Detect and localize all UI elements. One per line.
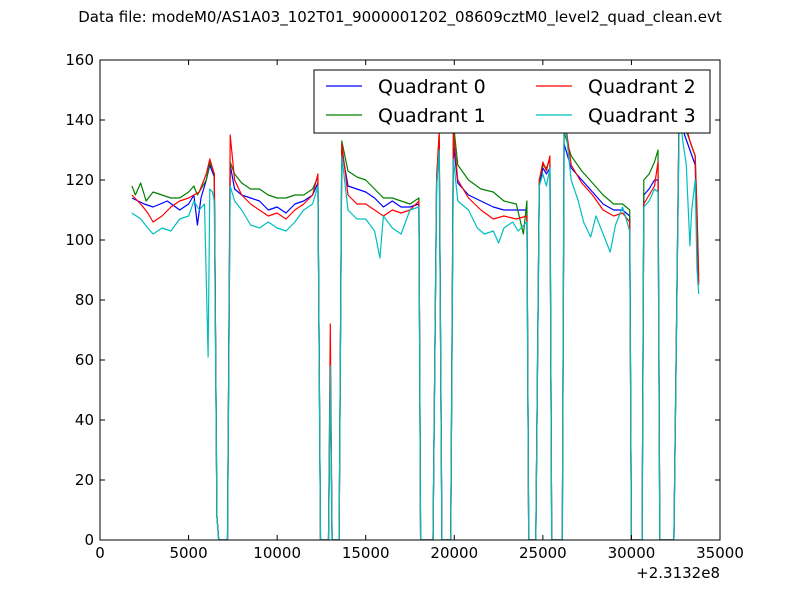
y-tick-label: 140	[65, 111, 94, 129]
y-tick-label: 100	[65, 231, 94, 249]
x-tick-label: 15000	[342, 544, 390, 562]
y-tick-label: 80	[75, 291, 94, 309]
y-tick-label: 60	[75, 351, 94, 369]
y-tick-label: 20	[75, 471, 94, 489]
x-tick-label: 5000	[169, 544, 207, 562]
x-tick-label: 25000	[519, 544, 567, 562]
y-tick-label: 0	[84, 531, 94, 549]
x-axis-offset-label: +2.3132e8	[636, 564, 720, 582]
legend-label-quadrant-1: Quadrant 1	[378, 105, 486, 127]
series-line-quadrant-2	[131, 89, 700, 540]
x-tick-label: 10000	[253, 544, 301, 562]
series-layer	[131, 89, 700, 540]
legend-frame	[313, 69, 711, 134]
x-tick-label: 30000	[608, 544, 656, 562]
x-tick-label: 0	[95, 544, 105, 562]
series-line-quadrant-3	[131, 110, 700, 540]
axes-layer: 0 5000 10000 15000 20000 25000 30000 35000 0 20 40…	[65, 51, 744, 562]
legend: Quadrant 0 Quadrant 1 Quadrant 2 Quadran…	[313, 69, 711, 134]
legend-label-quadrant-0: Quadrant 0	[378, 76, 486, 98]
y-tick-label: 40	[75, 411, 94, 429]
y-tick-label: 120	[65, 171, 94, 189]
legend-label-quadrant-2: Quadrant 2	[588, 76, 696, 98]
legend-label-quadrant-3: Quadrant 3	[588, 105, 696, 127]
x-tick-label: 35000	[696, 544, 744, 562]
y-tick-label: 160	[65, 51, 94, 69]
x-tick-label: 20000	[430, 544, 478, 562]
chart-title: Data file: modeM0/AS1A03_102T01_90000012…	[78, 8, 722, 26]
